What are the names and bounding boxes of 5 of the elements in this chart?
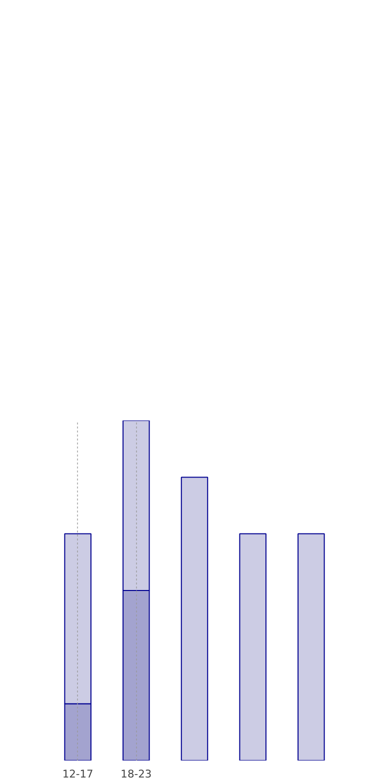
bar [239,533,266,760]
x-tick-label: 18-23 [120,768,152,780]
x-tick-label: 12-17 [62,768,94,780]
bar [180,476,208,760]
bar [298,533,325,760]
